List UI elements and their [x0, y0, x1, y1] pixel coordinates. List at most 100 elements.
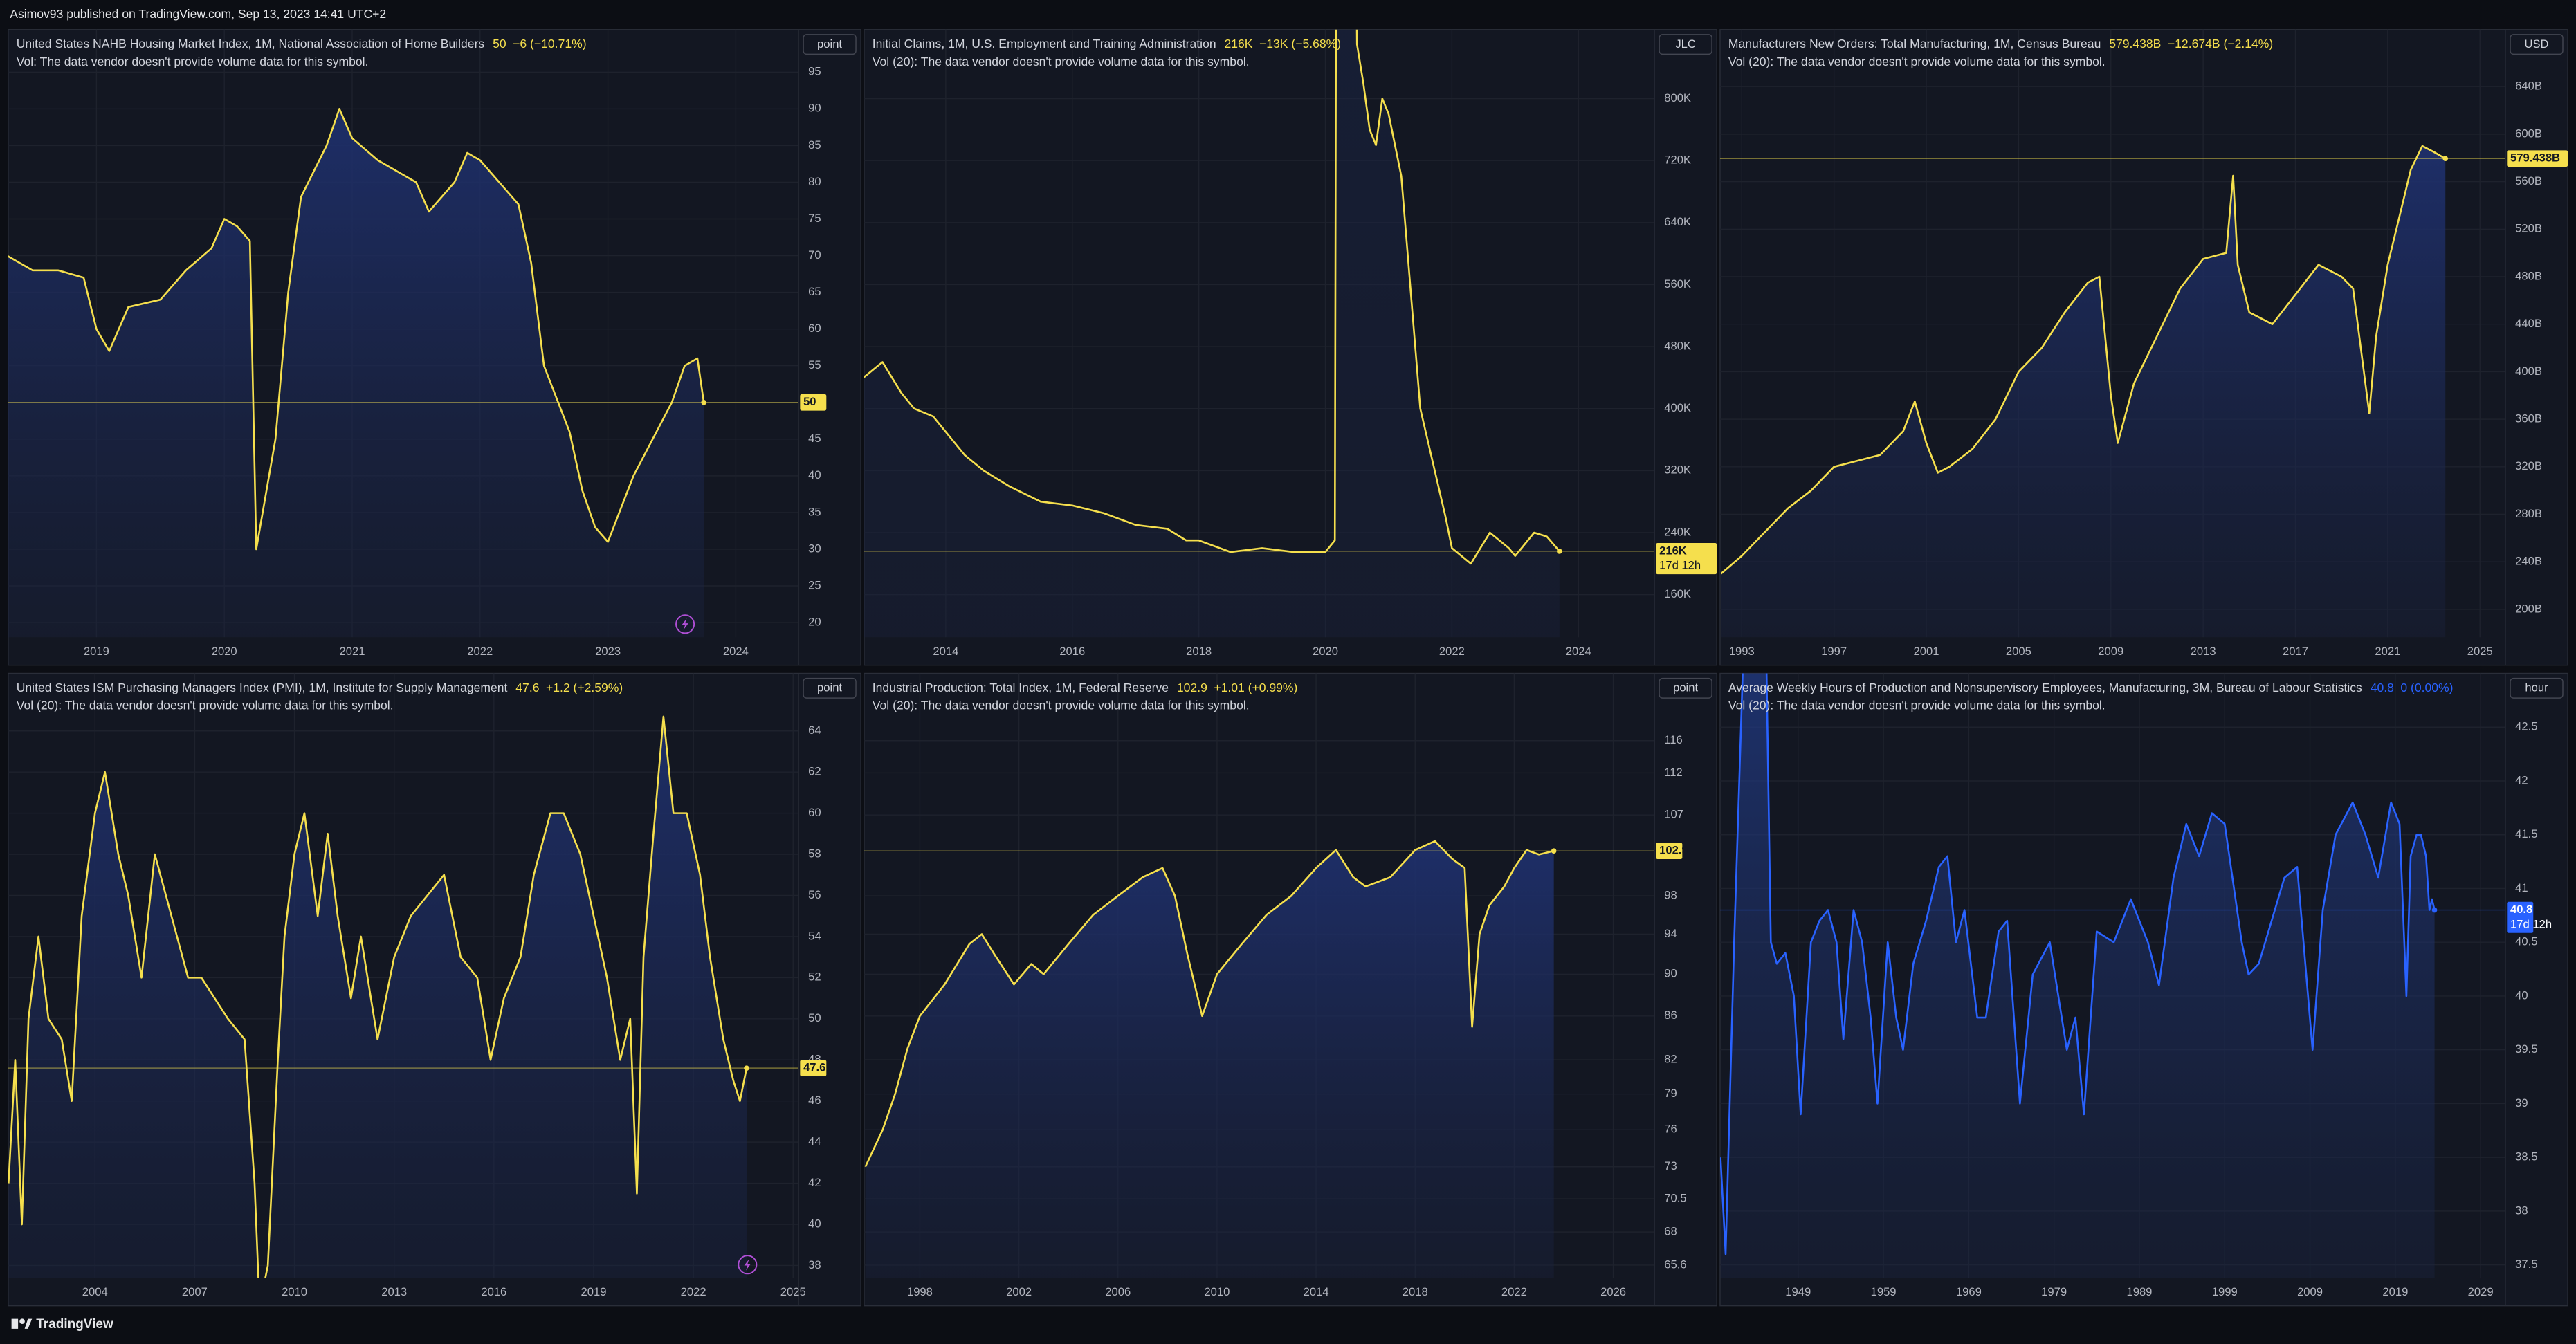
y-tick-label: 44 [808, 1135, 821, 1148]
y-tick-label: 640K [1664, 215, 1691, 228]
y-tick-label: 240K [1664, 525, 1691, 538]
series-line [1720, 145, 2446, 575]
x-tick-label: 2024 [723, 645, 749, 658]
series-line [1719, 673, 2436, 1255]
unit-label: point [1673, 681, 1698, 694]
x-tick-label: 2014 [1304, 1285, 1329, 1298]
y-tick-label: 65 [808, 285, 821, 298]
x-tick-label: 2013 [381, 1285, 407, 1298]
y-tick-label: 37.5 [2515, 1258, 2537, 1271]
y-tick-label: 42.5 [2515, 720, 2537, 733]
chart-panel: 160K 240K 320K 400K 480K 560K 640K 720K 800K 2014… [864, 29, 1717, 666]
y-tick-label: 116 [1664, 733, 1682, 746]
volume-note: Vol (20): The data vendor doesn't provid… [873, 55, 1250, 68]
x-tick-label: 2023 [595, 645, 621, 658]
y-tick-label: 50 [808, 1011, 821, 1024]
x-tick-label: 2019 [581, 1285, 606, 1298]
x-tick-label: 2009 [2098, 645, 2123, 658]
x-tick-label: 2020 [1313, 645, 1338, 658]
legend-title: United States ISM Purchasing Managers In… [17, 681, 508, 694]
y-tick-label: 90 [1664, 967, 1677, 980]
y-tick-label: 46 [808, 1094, 821, 1107]
y-tick-label: 560K [1664, 277, 1691, 291]
series-line [8, 715, 748, 1278]
x-tick-label: 2016 [481, 1285, 506, 1298]
legend: Average Weekly Hours of Production and N… [1728, 681, 2454, 694]
unit-box [2510, 677, 2564, 699]
series-line [8, 108, 705, 551]
x-tick-label: 1949 [1785, 1285, 1811, 1298]
y-tick-label: 98 [1664, 888, 1677, 901]
y-tick-label: 56 [808, 888, 821, 901]
y-tick-label: 42 [808, 1176, 821, 1189]
y-tick-label: 40.5 [2515, 935, 2537, 948]
last-value-label: 47.6 [803, 1061, 825, 1074]
y-tick-label: 640B [2515, 80, 2542, 93]
legend-last-value: 40.8 [2371, 681, 2394, 694]
unit-box [803, 677, 857, 699]
y-tick-label: 85 [808, 138, 821, 151]
x-tick-label: 2025 [780, 1285, 806, 1298]
x-tick-label: 2021 [340, 645, 365, 658]
unit-label: JLC [1675, 37, 1696, 50]
y-tick-label: 38 [2515, 1204, 2528, 1217]
y-tick-label: 400B [2515, 365, 2542, 378]
y-tick-label: 480B [2515, 269, 2542, 282]
last-value-box [1656, 543, 1717, 575]
legend-last-value: 102.9 [1177, 681, 1207, 694]
y-tick-label: 38.5 [2515, 1150, 2537, 1163]
y-tick-label: 70.5 [1664, 1191, 1686, 1204]
legend-change: +1.2 (+2.59%) [546, 681, 623, 694]
x-tick-label: 2022 [467, 645, 493, 658]
x-tick-label: 2004 [82, 1285, 108, 1298]
last-value-label: 50 [803, 395, 816, 408]
last-value-label: 40.8 [2510, 903, 2532, 916]
last-point [1557, 549, 1562, 554]
chart-panel: 200B 240B 280B 320B 360B 400B 440B 480B 520B 560B… [1719, 29, 2568, 666]
y-tick-label: 560B [2515, 174, 2542, 187]
x-tick-label: 2022 [1501, 1285, 1527, 1298]
volume-note: Vol (20): The data vendor doesn't provid… [1728, 55, 2105, 68]
y-tick-label: 42 [2515, 773, 2528, 786]
y-tick-label: 600B [2515, 127, 2542, 140]
y-tick-label: 55 [808, 358, 821, 371]
last-point [2431, 907, 2438, 913]
unit-box [1659, 677, 1712, 699]
unit-label: point [817, 681, 842, 694]
x-tick-label: 2021 [2375, 645, 2400, 658]
last-value-box [800, 394, 827, 411]
x-tick-label: 2006 [1105, 1285, 1131, 1298]
x-tick-label: 2026 [1600, 1285, 1626, 1298]
y-tick-label: 80 [808, 175, 821, 188]
y-tick-label: 41.5 [2515, 827, 2537, 840]
last-point [744, 1065, 749, 1071]
last-value-box [2507, 901, 2534, 933]
x-tick-label: 2022 [1439, 645, 1465, 658]
y-tick-label: 160K [1664, 587, 1691, 600]
x-tick-label: 1989 [2126, 1285, 2152, 1298]
x-tick-label: 2016 [1059, 645, 1085, 658]
y-tick-label: 73 [1664, 1159, 1677, 1172]
x-tick-label: 2029 [2468, 1285, 2494, 1298]
last-value-label: 579.438B [2510, 151, 2560, 165]
legend: Initial Claims, 1M, U.S. Employment and … [873, 37, 1341, 50]
last-value-label: 216K [1659, 544, 1687, 557]
x-tick-label: 2018 [1186, 645, 1212, 658]
replay-icon [738, 1255, 758, 1275]
last-value-box [1656, 843, 1683, 860]
legend-last-value: 216K [1224, 37, 1252, 50]
x-tick-label: 1959 [1871, 1285, 1897, 1298]
y-tick-label: 39.5 [2515, 1042, 2537, 1056]
y-tick-label: 68 [1664, 1225, 1677, 1238]
y-tick-label: 40 [808, 468, 821, 481]
x-tick-label: 1997 [1821, 645, 1847, 658]
x-tick-label: 1999 [2212, 1285, 2238, 1298]
replay-icon [675, 614, 695, 634]
series-line [864, 840, 1554, 1168]
area-fill [8, 716, 747, 1278]
y-tick-label: 320K [1664, 463, 1691, 477]
countdown-label: 17d 12h [1659, 559, 1701, 572]
series-line [864, 29, 1560, 565]
y-tick-label: 94 [1664, 927, 1677, 940]
